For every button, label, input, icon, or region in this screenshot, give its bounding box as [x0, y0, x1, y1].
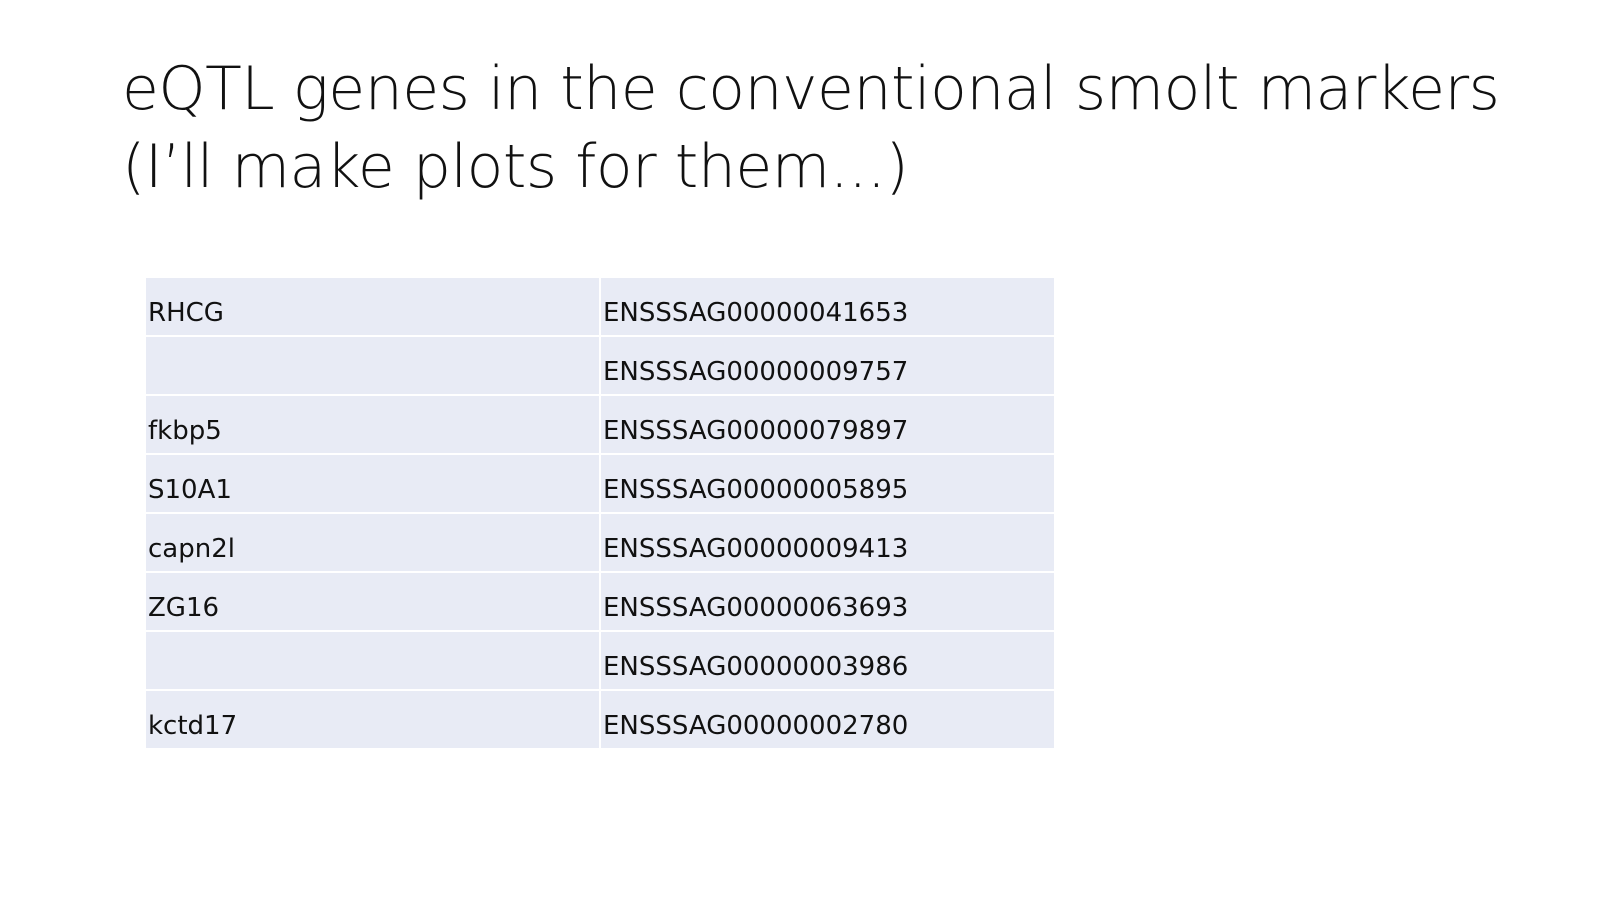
gene-name-cell: kctd17 [146, 691, 599, 748]
table-row: ENSSSAG00000003986 [146, 632, 1054, 689]
ensembl-id-cell: ENSSSAG00000009757 [601, 337, 1054, 394]
ensembl-id-cell: ENSSSAG00000041653 [601, 278, 1054, 335]
ensembl-id-cell: ENSSSAG00000002780 [601, 691, 1054, 748]
table-row: ZG16 ENSSSAG00000063693 [146, 573, 1054, 630]
table-row: RHCG ENSSSAG00000041653 [146, 278, 1054, 335]
table-row: fkbp5 ENSSSAG00000079897 [146, 396, 1054, 453]
table-row: S10A1 ENSSSAG00000005895 [146, 455, 1054, 512]
gene-name-cell: RHCG [146, 278, 599, 335]
gene-name-cell: capn2l [146, 514, 599, 571]
ensembl-id-cell: ENSSSAG00000063693 [601, 573, 1054, 630]
gene-name-cell: fkbp5 [146, 396, 599, 453]
slide-title-line-2: (I’ll make plots for them...) [122, 132, 909, 202]
slide-title: eQTL genes in the conventional smolt mar… [122, 50, 1542, 206]
ensembl-id-cell: ENSSSAG00000079897 [601, 396, 1054, 453]
gene-table: RHCG ENSSSAG00000041653 ENSSSAG000000097… [144, 276, 1056, 750]
gene-name-cell [146, 337, 599, 394]
table-row: capn2l ENSSSAG00000009413 [146, 514, 1054, 571]
ensembl-id-cell: ENSSSAG00000009413 [601, 514, 1054, 571]
gene-name-cell: ZG16 [146, 573, 599, 630]
table-row: ENSSSAG00000009757 [146, 337, 1054, 394]
gene-name-cell: S10A1 [146, 455, 599, 512]
slide-title-line-1: eQTL genes in the conventional smolt mar… [122, 54, 1500, 124]
gene-name-cell [146, 632, 599, 689]
table-row: kctd17 ENSSSAG00000002780 [146, 691, 1054, 748]
ensembl-id-cell: ENSSSAG00000005895 [601, 455, 1054, 512]
ensembl-id-cell: ENSSSAG00000003986 [601, 632, 1054, 689]
